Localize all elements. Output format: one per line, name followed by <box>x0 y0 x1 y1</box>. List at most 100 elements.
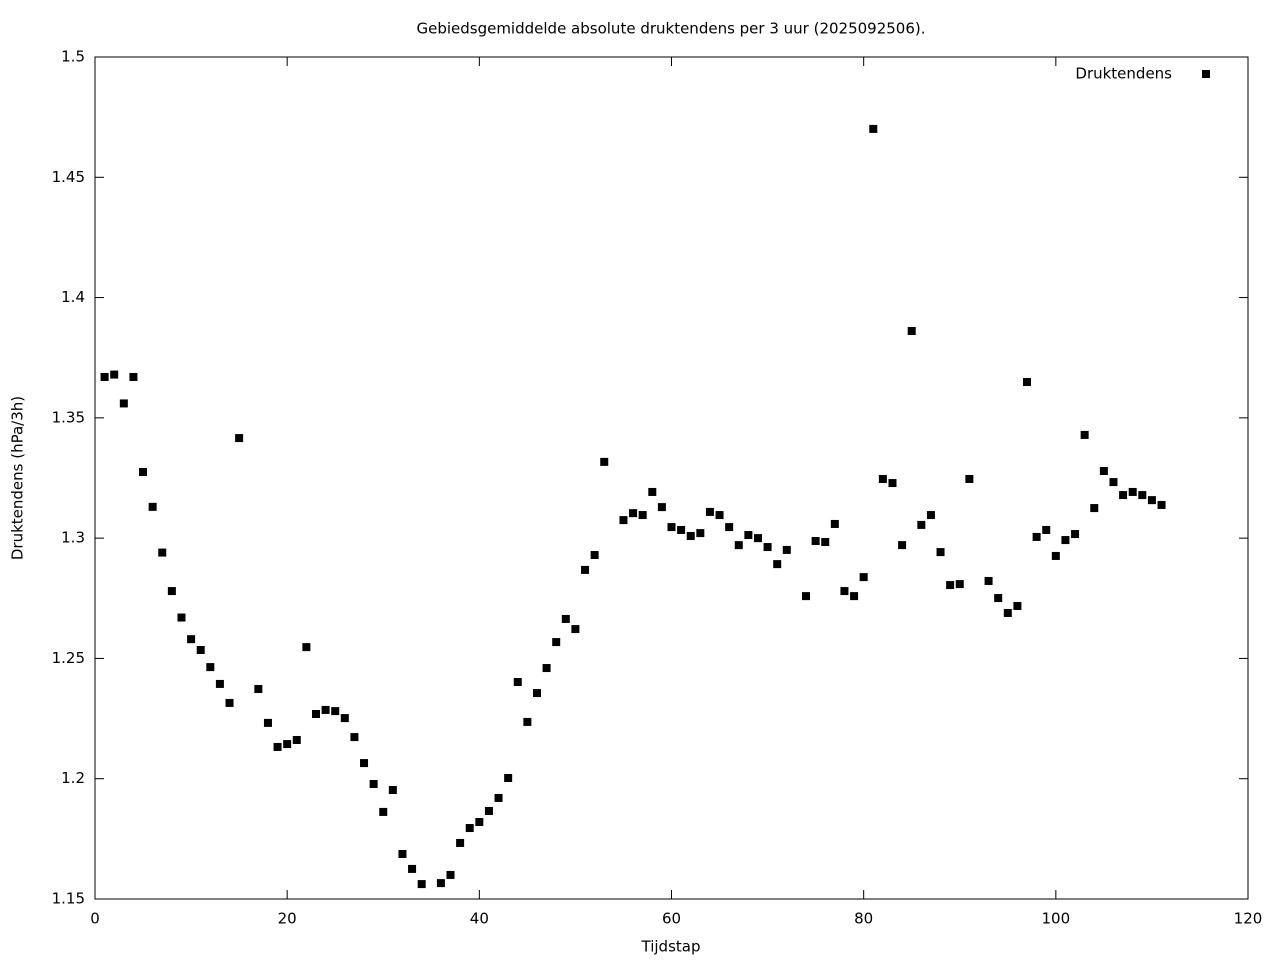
point <box>898 541 907 550</box>
point <box>110 370 119 379</box>
y-tick-label: 1.4 <box>61 288 85 306</box>
point <box>436 879 445 888</box>
point <box>1013 601 1022 610</box>
point <box>148 502 157 511</box>
point <box>811 537 820 546</box>
point <box>235 434 244 443</box>
point <box>129 372 138 381</box>
point <box>263 718 272 727</box>
point <box>369 780 378 789</box>
point <box>340 714 349 723</box>
point <box>1003 608 1012 617</box>
point <box>667 523 676 532</box>
point <box>254 684 263 693</box>
point <box>869 124 878 133</box>
point <box>408 864 417 873</box>
point <box>360 759 369 768</box>
point <box>744 531 753 540</box>
point <box>1109 478 1118 487</box>
point <box>1051 551 1060 560</box>
x-tick-label: 120 <box>1234 910 1263 928</box>
point <box>888 479 897 488</box>
point <box>657 503 666 512</box>
point <box>773 560 782 569</box>
point <box>850 592 859 601</box>
point <box>283 740 292 749</box>
point <box>926 511 935 520</box>
point <box>321 705 330 714</box>
point <box>100 372 109 381</box>
y-tick-label: 1.35 <box>52 408 85 426</box>
x-tick-label: 60 <box>662 910 681 928</box>
point <box>465 824 474 833</box>
point <box>821 537 830 546</box>
point <box>581 565 590 574</box>
point <box>725 523 734 532</box>
point <box>600 457 609 466</box>
point <box>523 717 532 726</box>
point <box>302 643 311 652</box>
point <box>917 520 926 529</box>
point <box>782 545 791 554</box>
y-tick-label: 1.5 <box>61 48 85 66</box>
point <box>965 474 974 483</box>
point <box>859 573 868 582</box>
point <box>734 541 743 550</box>
point <box>1080 430 1089 439</box>
point <box>1090 504 1099 513</box>
point <box>350 733 359 742</box>
point <box>1138 491 1147 500</box>
point <box>1147 496 1156 505</box>
point <box>475 818 484 827</box>
point <box>619 516 628 525</box>
point <box>456 838 465 847</box>
point <box>1099 467 1108 476</box>
point <box>561 614 570 623</box>
legend-label: Druktendens <box>1075 65 1172 83</box>
point <box>878 474 887 483</box>
point <box>552 638 561 647</box>
point <box>571 625 580 634</box>
point <box>504 773 513 782</box>
point <box>1071 530 1080 539</box>
point <box>955 580 964 589</box>
point <box>206 663 215 672</box>
point <box>1023 378 1032 387</box>
point <box>590 550 599 559</box>
legend-swatch <box>1202 70 1210 78</box>
point <box>484 806 493 815</box>
point <box>158 548 167 557</box>
point <box>994 594 1003 603</box>
point <box>292 735 301 744</box>
point <box>215 679 224 688</box>
point <box>388 786 397 795</box>
point <box>119 399 128 408</box>
x-axis-label: Tijdstap <box>641 938 701 956</box>
point <box>196 646 205 655</box>
point <box>331 707 340 716</box>
point <box>686 531 695 540</box>
point <box>840 587 849 596</box>
point <box>936 548 945 557</box>
point <box>802 592 811 601</box>
y-tick-label: 1.25 <box>52 649 85 667</box>
point <box>830 519 839 528</box>
point <box>1032 532 1041 541</box>
point <box>513 678 522 687</box>
point <box>1119 491 1128 500</box>
y-tick-label: 1.3 <box>61 529 85 547</box>
point <box>1061 536 1070 545</box>
x-tick-label: 100 <box>1042 910 1071 928</box>
x-tick-label: 0 <box>90 910 100 928</box>
point <box>753 534 762 543</box>
chart-title: Gebiedsgemiddelde absolute druktendens p… <box>416 20 925 38</box>
point <box>1157 500 1166 509</box>
point <box>167 587 176 596</box>
point <box>763 543 772 552</box>
point <box>715 511 724 520</box>
point <box>398 850 407 859</box>
point <box>984 576 993 585</box>
y-axis-label: Druktendens (hPa/3h) <box>9 396 27 560</box>
x-tick-label: 80 <box>854 910 873 928</box>
